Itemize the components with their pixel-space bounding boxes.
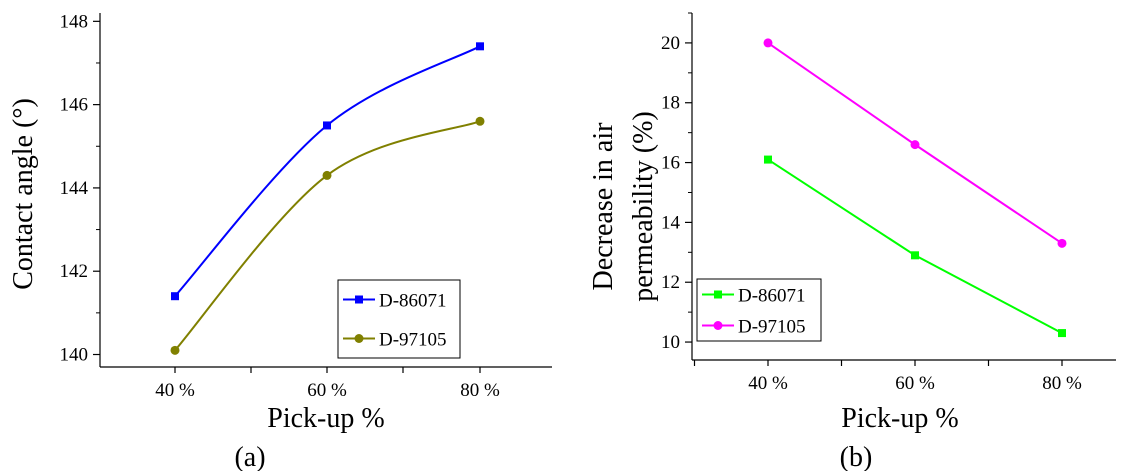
legend-label: D-86071	[738, 286, 806, 307]
y-tick-label: 148	[60, 11, 89, 32]
data-point-d-97105	[475, 116, 485, 126]
legend-label: D-97105	[379, 330, 447, 351]
x-tick-label: 40 %	[748, 373, 788, 394]
legend-box	[337, 279, 461, 359]
y-tick-label: 14	[661, 212, 681, 233]
panel-label: (a)	[234, 442, 265, 471]
y-tick-label: 144	[60, 178, 89, 199]
data-point-d-86071	[764, 155, 772, 164]
x-tick-label: 40 %	[155, 380, 195, 401]
x-tick-label: 60 %	[895, 373, 935, 394]
data-point-d-97105	[170, 345, 180, 355]
data-point-d-86071	[476, 42, 484, 51]
chart-a: 140 142 144 146 148 40 % 60 % 80 % Pick-up % Cont…	[8, 11, 552, 471]
legend-marker-d-86071	[355, 295, 363, 304]
data-point-d-97105	[763, 38, 773, 48]
data-point-d-86071	[171, 292, 179, 301]
x-axis-title: Pick-up %	[267, 403, 384, 434]
x-tick-label: 60 %	[307, 380, 347, 401]
y-tick-label: 146	[60, 95, 89, 116]
data-point-d-86071	[323, 121, 331, 130]
y-tick-label: 10	[661, 332, 680, 353]
data-point-d-97105	[1057, 238, 1067, 248]
legend-label: D-97105	[738, 317, 806, 338]
y-tick-label: 142	[60, 261, 89, 282]
y-tick-label: 20	[661, 33, 680, 54]
y-tick-label: 12	[661, 272, 680, 293]
chart-b: 10 12 14 16 18 20 40 % 60 % 80 % Pick-up % Decreas…	[588, 12, 1116, 471]
legend-marker-d-86071	[714, 290, 722, 299]
y-tick-label: 140	[60, 345, 89, 366]
legend-marker-d-97105	[713, 321, 723, 330]
data-point-d-97105	[322, 170, 332, 180]
x-axis-title: Pick-up %	[841, 403, 958, 434]
y-tick-label: 16	[661, 153, 680, 174]
legend-label: D-86071	[379, 291, 447, 312]
x-tick-label: 80 %	[1042, 373, 1082, 394]
data-point-d-86071	[1058, 329, 1066, 338]
data-point-d-86071	[911, 251, 919, 260]
y-tick-label: 18	[661, 93, 680, 114]
series-line-d-97105	[174, 120, 481, 351]
x-tick-label: 80 %	[460, 380, 500, 401]
data-point-d-97105	[910, 140, 920, 150]
y-axis-title-line2: permeability (%)	[628, 111, 659, 301]
y-axis-title: Contact angle (°)	[8, 98, 39, 290]
y-axis-title-line1: Decrease in air	[588, 122, 619, 291]
legend-marker-d-97105	[354, 334, 364, 343]
legend-box	[696, 278, 822, 342]
panel-label: (b)	[840, 442, 873, 471]
